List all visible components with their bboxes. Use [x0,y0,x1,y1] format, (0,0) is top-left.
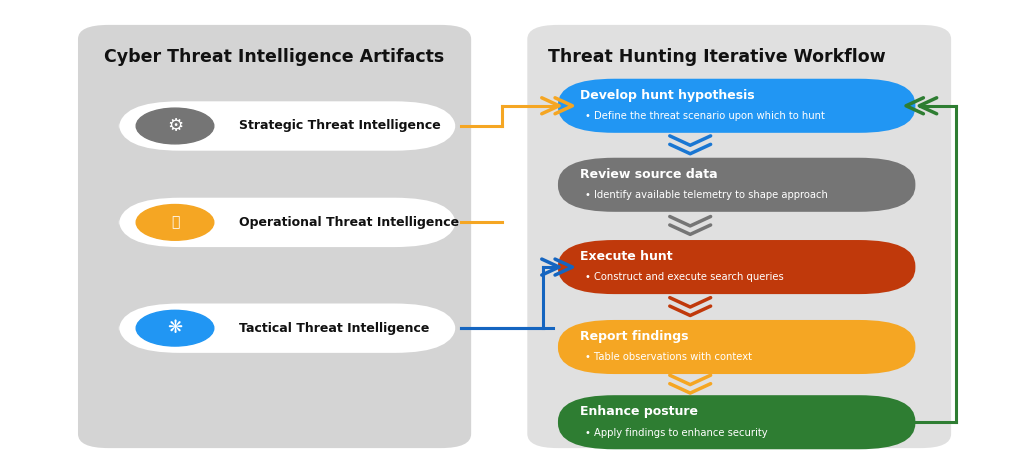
FancyBboxPatch shape [119,101,456,151]
Text: ❋: ❋ [168,319,182,337]
Text: 🔒: 🔒 [171,215,179,229]
FancyBboxPatch shape [527,25,951,448]
Text: • Table observations with context: • Table observations with context [585,352,752,362]
Text: Review source data: Review source data [581,168,718,181]
Text: Develop hunt hypothesis: Develop hunt hypothesis [581,89,755,102]
FancyBboxPatch shape [119,198,456,247]
FancyBboxPatch shape [558,395,915,449]
FancyBboxPatch shape [78,25,471,448]
Text: Report findings: Report findings [581,330,689,343]
Circle shape [136,108,214,144]
FancyBboxPatch shape [558,158,915,212]
Circle shape [136,310,214,346]
Text: • Construct and execute search queries: • Construct and execute search queries [585,272,783,282]
Text: Cyber Threat Intelligence Artifacts: Cyber Threat Intelligence Artifacts [103,48,443,66]
Text: ⚙: ⚙ [167,117,183,135]
FancyBboxPatch shape [558,79,915,133]
Text: • Identify available telemetry to shape approach: • Identify available telemetry to shape … [585,190,827,200]
Text: • Define the threat scenario upon which to hunt: • Define the threat scenario upon which … [585,111,824,121]
Text: Operational Threat Intelligence: Operational Threat Intelligence [240,216,460,229]
Text: • Apply findings to enhance security: • Apply findings to enhance security [585,428,767,438]
Text: Strategic Threat Intelligence: Strategic Threat Intelligence [240,120,441,132]
FancyBboxPatch shape [558,320,915,374]
Text: Execute hunt: Execute hunt [581,250,673,263]
Circle shape [136,204,214,240]
Text: Threat Hunting Iterative Workflow: Threat Hunting Iterative Workflow [548,48,886,66]
FancyBboxPatch shape [119,304,456,353]
FancyBboxPatch shape [558,240,915,294]
Text: Enhance posture: Enhance posture [581,405,698,419]
Text: Tactical Threat Intelligence: Tactical Threat Intelligence [240,322,430,335]
